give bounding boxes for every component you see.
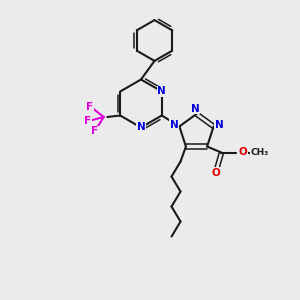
Text: N: N <box>158 86 166 97</box>
Text: F: F <box>86 101 94 112</box>
Text: N: N <box>190 103 200 114</box>
Text: N: N <box>169 120 178 130</box>
Text: N: N <box>214 120 224 130</box>
Text: F: F <box>84 116 92 126</box>
Text: O: O <box>211 168 220 178</box>
Text: F: F <box>91 126 98 136</box>
Text: O: O <box>239 147 248 157</box>
Text: CH₃: CH₃ <box>250 148 269 157</box>
Text: N: N <box>136 122 146 133</box>
